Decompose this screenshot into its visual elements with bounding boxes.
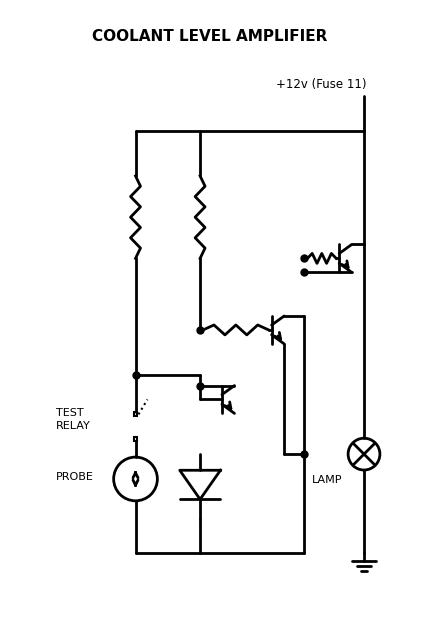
Text: LAMP: LAMP: [311, 475, 341, 485]
Text: +12v (Fuse 11): +12v (Fuse 11): [276, 78, 366, 91]
Text: PROBE: PROBE: [56, 472, 94, 482]
Text: TEST
RELAY: TEST RELAY: [56, 408, 91, 431]
Bar: [133, 437, 137, 441]
Bar: [133, 412, 137, 417]
Text: COOLANT LEVEL AMPLIFIER: COOLANT LEVEL AMPLIFIER: [92, 29, 327, 44]
